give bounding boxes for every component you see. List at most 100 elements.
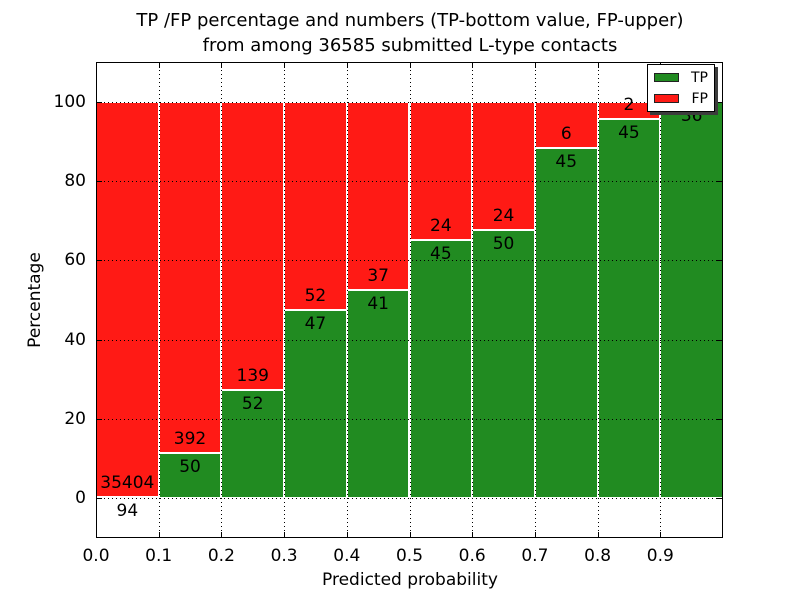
fp-bar-segment — [221, 101, 285, 391]
x-tick-mark — [534, 532, 536, 537]
fp-count-label: 52 — [304, 286, 327, 307]
legend-item-tp: TP — [654, 70, 708, 86]
tp-count-label: 50 — [492, 234, 515, 255]
fp-bar-segment — [284, 101, 347, 310]
x-tick-mark-top — [221, 63, 223, 68]
chart-title-line-2: from among 36585 submitted L-type contac… — [202, 35, 618, 56]
x-axis-label: Predicted probability — [322, 570, 498, 590]
x-tick-label: 0.8 — [584, 546, 612, 566]
x-tick-label: 0.1 — [145, 546, 173, 566]
v-gridline — [346, 62, 348, 538]
y-tick-mark — [97, 101, 102, 103]
fp-color-swatch — [654, 94, 679, 103]
y-tick-mark — [97, 181, 102, 182]
y-tick-mark — [97, 260, 102, 262]
x-tick-mark — [221, 532, 223, 537]
tp-bar-segment — [597, 118, 661, 499]
y-axis-label: Percentage — [25, 252, 45, 348]
x-tick-label: 0.4 — [333, 546, 361, 566]
y-tick-label: 80 — [64, 171, 86, 191]
fp-count-label: 139 — [236, 366, 269, 387]
x-tick-mark — [409, 532, 411, 537]
tp-count-label: 45 — [618, 122, 640, 143]
x-tick-mark-top — [472, 63, 474, 68]
fp-count-label: 2 — [623, 94, 635, 115]
v-gridline — [158, 62, 160, 538]
v-gridline — [472, 62, 474, 538]
fp-count-label: 6 — [560, 124, 572, 145]
x-tick-label: 0.6 — [458, 546, 486, 566]
y-tick-mark-right — [717, 498, 722, 500]
legend-label-tp: TP — [691, 69, 708, 86]
fp-count-label: 392 — [173, 429, 207, 450]
tp-count-label: 50 — [179, 457, 201, 478]
x-tick-mark-top — [284, 63, 286, 68]
fp-count-label: 35404 — [100, 473, 155, 494]
x-tick-mark-top — [534, 63, 536, 68]
y-tick-mark-right — [717, 101, 722, 103]
fp-bar-segment — [409, 101, 473, 240]
y-tick-mark-right — [717, 181, 722, 182]
x-tick-mark-top — [158, 63, 160, 68]
legend-item-fp: FP — [654, 91, 708, 107]
y-tick-mark — [97, 498, 102, 500]
tp-bar-segment — [409, 239, 473, 499]
x-tick-label: 0.5 — [395, 546, 424, 566]
y-tick-mark-right — [717, 260, 722, 262]
x-tick-label: 0.7 — [521, 546, 549, 566]
tp-bar-segment — [346, 289, 410, 499]
tp-count-label: 52 — [241, 394, 264, 415]
x-tick-mark — [158, 532, 160, 537]
y-tick-label: 60 — [64, 250, 86, 271]
fp-count-label: 24 — [492, 206, 515, 227]
y-tick-label: 100 — [53, 91, 86, 112]
tp-bar-segment — [660, 101, 723, 499]
tp-count-label: 45 — [555, 152, 578, 173]
x-tick-label: 0.2 — [207, 546, 235, 566]
y-tick-mark-right — [717, 419, 722, 420]
x-tick-mark — [284, 532, 286, 537]
y-tick-label: 40 — [64, 329, 86, 350]
v-gridline — [660, 62, 662, 538]
tp-count-label: 94 — [116, 501, 139, 522]
x-tick-label: 0.3 — [270, 546, 298, 566]
x-tick-mark-top — [346, 63, 348, 68]
tp-bar-segment — [284, 310, 347, 499]
v-gridline — [221, 62, 223, 538]
x-tick-label: 0.0 — [82, 546, 110, 566]
tp-bar-segment — [472, 230, 535, 499]
fp-bar-segment — [96, 101, 159, 498]
fp-count-label: 37 — [367, 265, 389, 286]
legend-label-fp: FP — [691, 90, 709, 107]
y-tick-mark — [97, 419, 102, 420]
tp-color-swatch — [654, 73, 679, 82]
chart-title-line-1: TP /FP percentage and numbers (TP-bottom… — [136, 10, 684, 31]
y-tick-label: 0 — [75, 488, 86, 509]
tp-bar-segment — [534, 148, 598, 499]
y-tick-label: 20 — [64, 409, 86, 429]
v-gridline — [534, 62, 536, 538]
x-tick-mark-top — [597, 63, 599, 68]
x-tick-mark-top — [409, 63, 411, 68]
tp-count-label: 45 — [430, 243, 452, 264]
fp-bar-segment — [346, 101, 410, 290]
x-tick-mark — [96, 532, 97, 537]
y-tick-mark-right — [717, 339, 722, 341]
legend: TP FP — [647, 64, 715, 112]
v-gridline — [409, 62, 411, 538]
tp-count-label: 41 — [367, 293, 389, 314]
v-gridline — [597, 62, 599, 538]
fp-bar-segment — [158, 101, 222, 454]
tp-bar-segment — [221, 390, 285, 499]
tp-count-label: 47 — [304, 314, 327, 335]
tp-bar-segment — [158, 453, 222, 499]
fp-count-label: 24 — [430, 215, 452, 236]
x-tick-mark — [472, 532, 474, 537]
x-tick-label: 0.9 — [646, 546, 674, 566]
y-tick-mark — [97, 339, 102, 341]
x-tick-mark — [597, 532, 599, 537]
x-tick-mark-top — [96, 63, 97, 68]
v-gridline — [284, 62, 286, 538]
